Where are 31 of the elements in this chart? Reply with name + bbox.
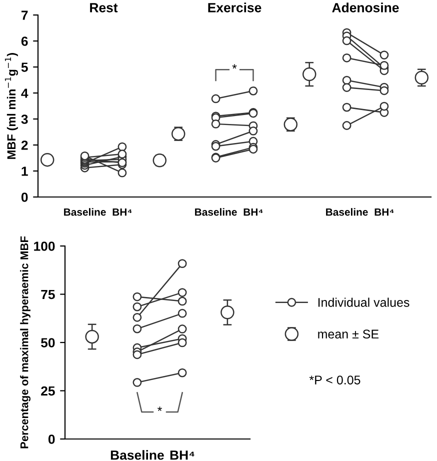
- y-tick-label: 5: [21, 62, 28, 72]
- y-tick-label: 50: [41, 338, 55, 348]
- y-tick-label: 0: [21, 192, 28, 202]
- y-tick-label: 0: [48, 434, 55, 444]
- chart-title: Exercise: [208, 2, 262, 12]
- annotation: *: [158, 406, 162, 411]
- legend-label: mean ± SE: [318, 330, 379, 339]
- annotation: *: [232, 64, 237, 69]
- x-tick-label: Baseline: [326, 208, 368, 216]
- y-tick-label: 75: [41, 290, 55, 300]
- chart-title: Rest: [90, 3, 118, 12]
- x-tick-label: BH⁴: [244, 208, 263, 216]
- text: *P < 0.05: [309, 376, 360, 384]
- y-axis-title: MBF (ml min$^{−1}$g$^{−1}$): [4, 53, 18, 159]
- x-tick-label: Baseline: [64, 208, 106, 216]
- x-tick-label: BH⁴: [112, 208, 132, 216]
- y-tick-label: 100: [34, 242, 55, 251]
- chart-title: Adenosine: [332, 2, 399, 12]
- x-tick-label: Baseline: [195, 208, 237, 216]
- x-tick-label: Baseline: [110, 450, 164, 460]
- y-tick-label: 4: [21, 88, 28, 98]
- x-tick-label: BH⁴: [170, 450, 194, 460]
- legend-label: Individual values: [318, 298, 410, 307]
- y-tick-label: 25: [41, 386, 55, 396]
- y-tick-label: 6: [21, 36, 28, 46]
- y-axis-title: Percentage of maximal hyperaemic MBF: [20, 236, 30, 448]
- y-tick-label: 7: [22, 10, 28, 20]
- y-tick-label: 3: [21, 114, 28, 124]
- y-tick-label: 2: [21, 140, 28, 150]
- x-tick-label: BH⁴: [374, 208, 394, 216]
- y-tick-label: 1: [22, 166, 28, 176]
